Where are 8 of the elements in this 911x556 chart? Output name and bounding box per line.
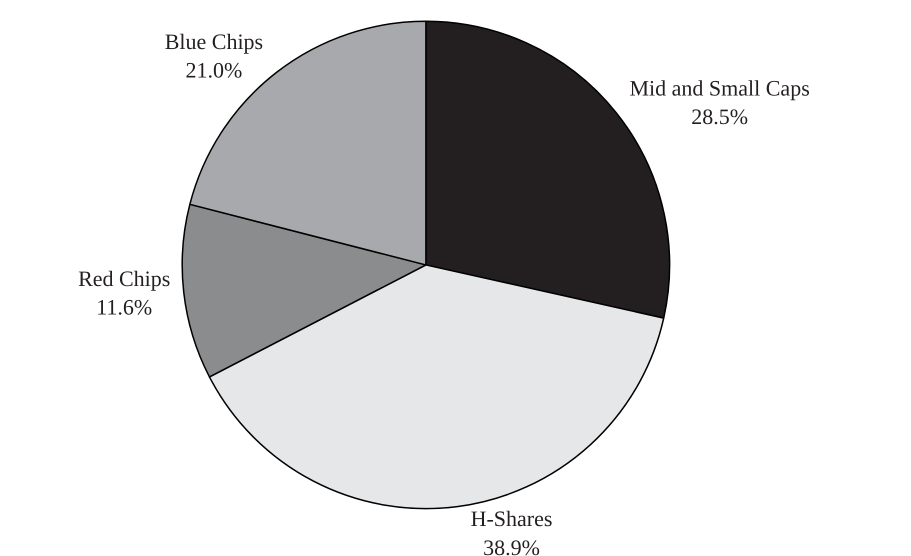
- data-label: 38.9%: [483, 534, 540, 556]
- slice-label: Red Chips: [78, 266, 170, 291]
- slice-label: Mid and Small Caps: [629, 75, 810, 100]
- slice-label: Blue Chips: [164, 28, 264, 54]
- data-label: 21.0%: [186, 57, 242, 82]
- slice-label: H-Shares: [470, 506, 552, 532]
- data-label: 11.6%: [96, 294, 152, 320]
- data-label: 28.5%: [691, 104, 748, 129]
